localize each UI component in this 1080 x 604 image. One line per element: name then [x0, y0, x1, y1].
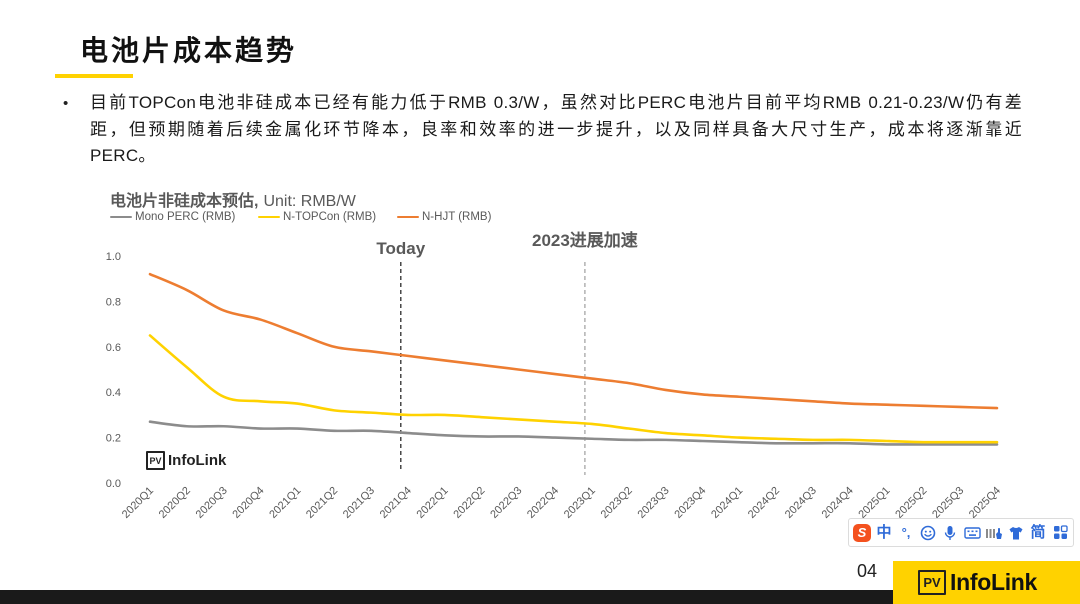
x-tick-label: 2022Q2 — [451, 485, 487, 521]
series-line — [148, 334, 999, 444]
page-number: 04 — [857, 561, 878, 581]
x-tick-label: 2020Q1 — [120, 485, 156, 521]
ime-punctuation-toggle[interactable]: °, — [897, 522, 915, 544]
y-tick-label: 0.0 — [106, 478, 121, 490]
chart-watermark-logo: PV InfoLink — [146, 451, 226, 470]
legend-swatch — [258, 215, 280, 219]
x-tick-label: 2023Q2 — [599, 485, 635, 521]
x-tick-label: 2023Q3 — [636, 485, 672, 521]
ime-toolbox-button[interactable] — [985, 522, 1003, 544]
ime-logo-button[interactable]: S — [853, 522, 871, 544]
pv-logo-mark: PV — [146, 451, 165, 470]
x-tick-label: 2025Q3 — [930, 485, 966, 521]
x-tick-label: 2025Q1 — [856, 485, 892, 521]
x-tick-label: 2022Q3 — [488, 485, 524, 521]
x-tick-label: 2024Q4 — [820, 485, 856, 521]
keyboard-icon — [963, 526, 981, 539]
ime-keyboard-button[interactable] — [963, 522, 981, 544]
series-n-topcon-rmb — [148, 334, 999, 444]
bullet-paragraph: 目前TOPCon电池非硅成本已经有能力低于RMB 0.3/W，虽然对比PERC电… — [90, 90, 1022, 170]
x-tick-label: 2021Q3 — [341, 485, 377, 521]
x-tick-label: 2021Q2 — [304, 485, 340, 521]
legend-item: N-TOPCon (RMB) — [258, 211, 397, 223]
cost-forecast-chart: 电池片非硅成本预估, Unit: RMB/W Mono PERC (RMB) N-… — [90, 180, 1040, 550]
legend-item: N-HJT (RMB) — [397, 211, 491, 223]
x-tick-label: 2020Q3 — [194, 485, 230, 521]
chart-unit-label: Unit: RMB/W — [263, 193, 356, 210]
annotation-label: 2023进展加速 — [532, 230, 638, 250]
y-tick-label: 0.4 — [106, 387, 121, 399]
bullet-symbol: • — [63, 95, 69, 112]
microphone-icon — [944, 525, 956, 540]
x-tick-label: 2025Q2 — [893, 485, 929, 521]
series-line — [148, 420, 999, 446]
ime-script-toggle[interactable]: 简 — [1029, 522, 1047, 544]
chart-plot: 0.00.20.40.60.81.0 2020Q1 2020Q2 2020Q3 202… — [106, 230, 1003, 521]
legend-swatch — [110, 215, 132, 219]
x-axis: 2020Q1 2020Q2 2020Q3 2020Q4 2021Q1 2021Q2 2021… — [120, 485, 1003, 521]
y-tick-label: 1.0 — [106, 251, 121, 263]
ime-toolbar: S 中 °, — [848, 518, 1074, 547]
x-tick-label: 2021Q1 — [267, 485, 303, 521]
ime-skin-button[interactable] — [1007, 522, 1025, 544]
ime-language-label: 中 — [876, 523, 892, 541]
apps-grid-icon — [1053, 525, 1068, 539]
ime-emoji-button[interactable] — [919, 522, 937, 544]
x-tick-label: 2022Q4 — [525, 485, 561, 521]
y-axis: 0.0 0.2 0.4 0.6 0.8 1.0 — [106, 251, 121, 490]
bullet-line: PERC。 — [90, 146, 156, 165]
x-tick-label: 2024Q2 — [746, 485, 782, 521]
x-tick-label: 2023Q4 — [672, 485, 708, 521]
legend-item: Mono PERC (RMB) — [110, 211, 258, 223]
chart-legend: Mono PERC (RMB) N-TOPCon (RMB) N-HJT (RM… — [110, 211, 491, 223]
y-tick-label: 0.6 — [106, 342, 121, 354]
legend-label: N-TOPCon (RMB) — [283, 211, 377, 223]
emoji-icon — [920, 525, 936, 540]
sogou-logo-icon: S — [853, 523, 871, 542]
footer-brand-logo: PV InfoLink — [893, 561, 1080, 604]
title-underline — [55, 74, 133, 78]
ime-punctuation-label: °, — [901, 524, 911, 540]
x-tick-label: 2020Q2 — [157, 485, 193, 521]
x-tick-label: 2024Q1 — [709, 485, 745, 521]
legend-label: Mono PERC (RMB) — [135, 211, 236, 223]
x-tick-label: 2024Q3 — [783, 485, 819, 521]
slide-title: 电池片成本趋势 — [80, 35, 298, 66]
y-tick-label: 0.8 — [106, 296, 121, 308]
series-mono-perc-rmb — [148, 420, 999, 446]
chart-title-text: 电池片非硅成本预估, — [110, 193, 259, 210]
x-tick-label: 2025Q4 — [967, 485, 1003, 521]
footer-bar — [0, 590, 1080, 604]
skin-icon — [1009, 526, 1023, 539]
y-tick-label: 0.2 — [106, 433, 121, 445]
annotation-label: Today — [376, 239, 425, 258]
x-tick-label: 2023Q1 — [562, 485, 598, 521]
bullet-line: 距，但预期随着后续金属化环节降本，良率和效率的进一步提升，以及同样具备大尺寸生产… — [90, 119, 1022, 139]
series-line — [148, 272, 999, 410]
x-tick-label: 2021Q4 — [378, 485, 414, 521]
ime-script-label: 简 — [1030, 523, 1046, 541]
logo-wordmark: InfoLink — [950, 569, 1038, 595]
series-layer — [148, 272, 999, 446]
bullet-line: 目前TOPCon电池非硅成本已经有能力低于RMB 0.3/W，虽然对比PERC电… — [90, 93, 1022, 112]
logo-wordmark: InfoLink — [168, 452, 227, 469]
x-tick-label: 2020Q4 — [230, 485, 266, 521]
ime-apps-button[interactable] — [1051, 522, 1069, 544]
legend-label: N-HJT (RMB) — [422, 211, 492, 223]
ime-language-toggle[interactable]: 中 — [875, 522, 893, 544]
series-n-hjt-rmb — [148, 272, 999, 410]
toolbox-icon — [986, 527, 1002, 539]
x-tick-label: 2022Q1 — [415, 485, 451, 521]
pv-logo-mark: PV — [918, 570, 946, 595]
legend-swatch — [397, 215, 419, 219]
ime-voice-button[interactable] — [941, 522, 959, 544]
chart-title: 电池片非硅成本预估, Unit: RMB/W — [110, 187, 356, 211]
